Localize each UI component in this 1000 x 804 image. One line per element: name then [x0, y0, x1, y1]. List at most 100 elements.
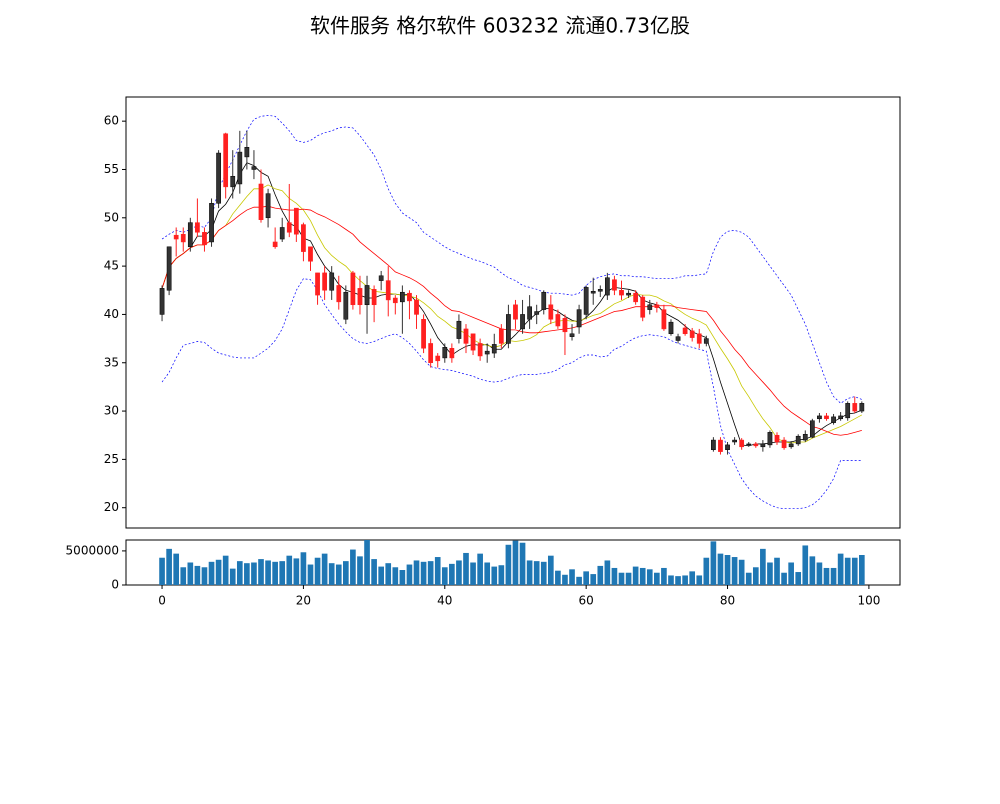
- candle-body: [612, 279, 617, 291]
- volume-bar: [710, 541, 717, 585]
- volume-bar: [859, 555, 865, 585]
- volume-bar: [576, 576, 582, 585]
- volume-bar: [533, 561, 540, 585]
- volume-bar: [222, 555, 229, 585]
- volume-bar: [215, 559, 222, 585]
- volume-bar: [731, 557, 738, 585]
- volume-bar: [540, 561, 547, 585]
- candle-body: [350, 272, 356, 306]
- candle-body: [604, 277, 610, 296]
- volume-bar: [392, 567, 399, 585]
- moving-line: [161, 205, 862, 436]
- volume-bar: [251, 562, 257, 585]
- candle-body: [428, 343, 434, 364]
- candle-body: [463, 328, 469, 344]
- candle-body: [520, 314, 525, 330]
- candle-body: [209, 203, 214, 243]
- candle-body: [392, 297, 398, 304]
- candle-body: [633, 292, 639, 303]
- volume-bar: [618, 572, 625, 585]
- chart-title: 软件服务 格尔软件 603232 流通0.73亿股: [310, 14, 690, 38]
- volume-bar: [187, 562, 194, 585]
- volume-bar: [844, 557, 851, 585]
- volume-bar: [258, 559, 264, 585]
- volume-bar: [760, 548, 766, 585]
- candle-body: [315, 272, 320, 296]
- candle-body: [322, 272, 327, 291]
- volume-bar: [703, 557, 710, 585]
- candle-body: [286, 222, 292, 233]
- candle-body: [216, 152, 221, 204]
- volume-bar: [244, 563, 250, 585]
- candle-body: [308, 246, 313, 262]
- candle-body: [824, 415, 829, 420]
- candle-body: [668, 321, 674, 335]
- candle-body: [385, 280, 391, 301]
- candle-body: [449, 348, 455, 359]
- volume-bar: [583, 571, 589, 585]
- candle-body: [569, 333, 575, 337]
- volume-bar: [767, 562, 773, 585]
- volume-bar: [569, 569, 575, 585]
- volume-bar: [279, 561, 286, 585]
- candle-body: [470, 333, 476, 351]
- volume-bar: [682, 575, 688, 585]
- volume-bar: [357, 556, 363, 585]
- volume-bar: [286, 555, 293, 585]
- candle-body: [583, 287, 589, 315]
- volume-bar: [449, 563, 455, 585]
- candle-body: [187, 222, 193, 248]
- volume-bar: [562, 574, 568, 585]
- volume-bar: [335, 564, 342, 585]
- candle-body: [456, 320, 462, 339]
- volume-bar: [555, 570, 561, 585]
- volume-bar: [781, 572, 787, 585]
- y-tick-label: 20: [104, 500, 119, 514]
- candle-body: [265, 193, 271, 219]
- volume-bar: [293, 558, 300, 585]
- volume-bar: [441, 567, 448, 585]
- candle-body: [534, 311, 540, 315]
- moving-line: [161, 162, 862, 447]
- volume-bar: [229, 568, 236, 585]
- volume-bar: [265, 560, 271, 585]
- x-tick-label: 100: [857, 594, 880, 608]
- candle-body: [675, 336, 681, 341]
- volume-bar: [399, 570, 406, 585]
- candle-body: [647, 304, 653, 310]
- volume-bar: [639, 567, 646, 585]
- x-tick-label: 60: [579, 594, 594, 608]
- volume-bar: [611, 567, 618, 585]
- volume-bar: [823, 567, 830, 585]
- volume-bar: [343, 561, 349, 585]
- volume-bar: [159, 557, 165, 585]
- price-frame: [125, 96, 901, 529]
- candle-body: [562, 318, 568, 333]
- volume-bar: [180, 567, 187, 585]
- volume-bar: [795, 572, 802, 585]
- volume-bar: [837, 553, 844, 585]
- y-tick-label: 60: [104, 114, 119, 128]
- volume-bar: [434, 557, 441, 585]
- y-tick-label: 50: [104, 210, 119, 224]
- moving-line: [161, 184, 863, 444]
- volume-bar: [477, 553, 483, 585]
- volume-bar: [654, 572, 660, 585]
- candle-body: [223, 133, 229, 188]
- volume-bar: [470, 562, 476, 585]
- candle-body: [180, 233, 186, 243]
- volume-bar: [272, 561, 278, 585]
- candle-body: [513, 304, 518, 320]
- candle-body: [597, 289, 603, 292]
- candle-body: [640, 296, 646, 318]
- candle-body: [272, 241, 278, 248]
- candle-body: [195, 222, 200, 233]
- volume-bar: [738, 559, 745, 585]
- volume-bar: [491, 566, 498, 585]
- volume-bar: [816, 562, 823, 585]
- volume-bar: [830, 567, 837, 585]
- moving-line: [161, 278, 862, 510]
- candle-body: [788, 443, 794, 448]
